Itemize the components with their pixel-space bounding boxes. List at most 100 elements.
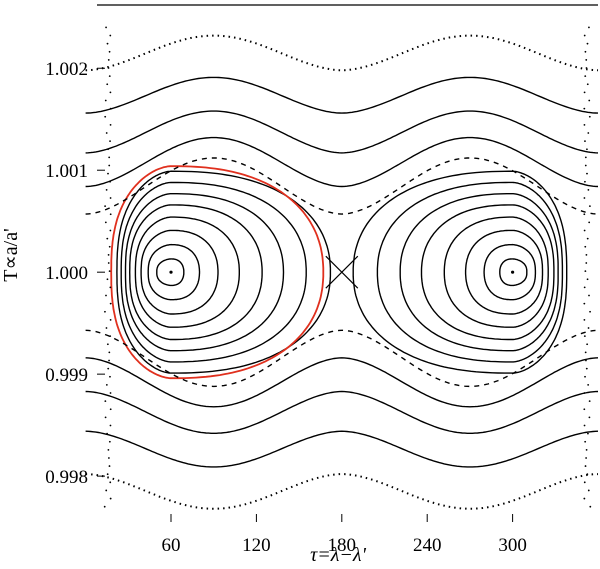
orbit-point [108, 156, 111, 159]
x-tick-label: 180 [328, 535, 357, 556]
orbit-point [587, 432, 589, 435]
y-tick-label: 0.998 [45, 467, 88, 488]
orbit-point [586, 42, 589, 45]
orbit-point [106, 343, 109, 346]
orbit-point [109, 107, 112, 110]
orbit-point [109, 197, 112, 199]
orbit-point [588, 294, 590, 297]
horseshoe-orbit-upper [85, 76, 599, 114]
orbit-point [107, 67, 110, 69]
orbit-point [106, 278, 109, 281]
tadpole-orbit-left [156, 258, 185, 287]
orbit-point [105, 489, 108, 492]
orbit-point [107, 253, 110, 256]
orbit-point [109, 34, 112, 37]
orbit-point [109, 424, 112, 427]
tick-labels: 60 120 180 240 300 0.998 0.999 1.000 1.001 1.002 [45, 59, 527, 556]
x-tick-label: 300 [498, 535, 527, 556]
orbit-point [108, 351, 111, 354]
x-tick-label: 60 [162, 535, 181, 556]
horseshoe-orbit-lower [85, 390, 599, 434]
orbit-point [583, 91, 586, 94]
orbit-point [584, 351, 587, 354]
orbit-point [104, 221, 107, 224]
orbit-point [107, 172, 109, 175]
orbit-point [104, 310, 106, 313]
y-tick-label: 1.000 [45, 263, 88, 284]
orbit-point [585, 262, 588, 264]
axis-ticks [97, 67, 514, 522]
orbit-point [107, 59, 110, 61]
tadpole-orbit-right [420, 204, 555, 341]
orbit-point [585, 457, 588, 459]
orbit-point [586, 148, 588, 151]
orbit-point [107, 457, 110, 459]
orbit-point [584, 465, 587, 467]
orbit-point [588, 26, 590, 29]
orbit-point [108, 440, 111, 443]
saddle-crossing [325, 255, 359, 289]
orbit-point [583, 318, 586, 321]
orbit-point [105, 26, 107, 29]
orbit-point [107, 367, 110, 370]
orbit-point [584, 440, 587, 443]
y-axis-label: T∝a/a' [0, 228, 22, 281]
tadpole-orbit-right [399, 193, 559, 352]
orbit-point [583, 392, 586, 394]
tadpole-orbit-left [147, 243, 201, 301]
orbit-point [586, 343, 589, 346]
horseshoe-orbit-lower [85, 430, 599, 468]
orbit-point [587, 489, 590, 492]
orbit-point [583, 107, 586, 110]
orbit-point [109, 91, 112, 94]
orbit-point [585, 359, 587, 362]
orbit-point [104, 416, 107, 419]
orbit-point [588, 115, 591, 118]
orbit-point [588, 205, 591, 208]
orbit-point [109, 497, 112, 500]
tadpole-orbit-right [352, 170, 568, 374]
orbit-point [109, 481, 112, 484]
orbit-point [584, 50, 587, 53]
orbit-curves [85, 26, 599, 510]
tadpole-orbit-left [120, 181, 307, 363]
orbit-point [105, 294, 107, 297]
orbit-point [104, 400, 107, 402]
orbit-point [108, 75, 111, 78]
orbit-point [108, 359, 110, 362]
horseshoe-orbit-upper [85, 34, 599, 72]
orbit-point [586, 172, 588, 175]
fixed-point [169, 270, 173, 274]
orbit-point [583, 335, 586, 338]
orbit-point [583, 124, 586, 126]
orbit-point [585, 367, 588, 370]
orbit-point [106, 473, 109, 476]
orbit-point [589, 310, 591, 313]
orbit-point [586, 473, 589, 476]
orbit-point [583, 497, 586, 500]
tadpole-orbit-right [376, 181, 564, 363]
highlighted-orbit [110, 165, 325, 380]
horseshoe-orbit-lower [85, 329, 599, 388]
orbit-point [584, 270, 587, 273]
x-tick-label: 240 [413, 535, 442, 556]
orbit-point [104, 99, 107, 102]
orbit-point [585, 67, 588, 69]
orbit-point [105, 188, 108, 191]
orbit-point [585, 448, 588, 451]
orbit-point [104, 115, 107, 118]
orbit-point [588, 99, 591, 102]
orbit-point [584, 180, 586, 183]
orbit-point [107, 448, 110, 451]
orbit-point [109, 375, 111, 378]
tadpole-orbit-left [124, 193, 285, 352]
x-tick-label: 120 [242, 535, 271, 556]
orbit-point [108, 465, 111, 467]
orbit-point [105, 383, 108, 386]
orbit-point [109, 286, 112, 289]
orbit-point [585, 253, 588, 256]
y-tick-label: 1.002 [45, 59, 88, 80]
horseshoe-orbit-lower [85, 357, 599, 408]
orbit-point [587, 383, 590, 386]
orbit-point [105, 132, 108, 134]
